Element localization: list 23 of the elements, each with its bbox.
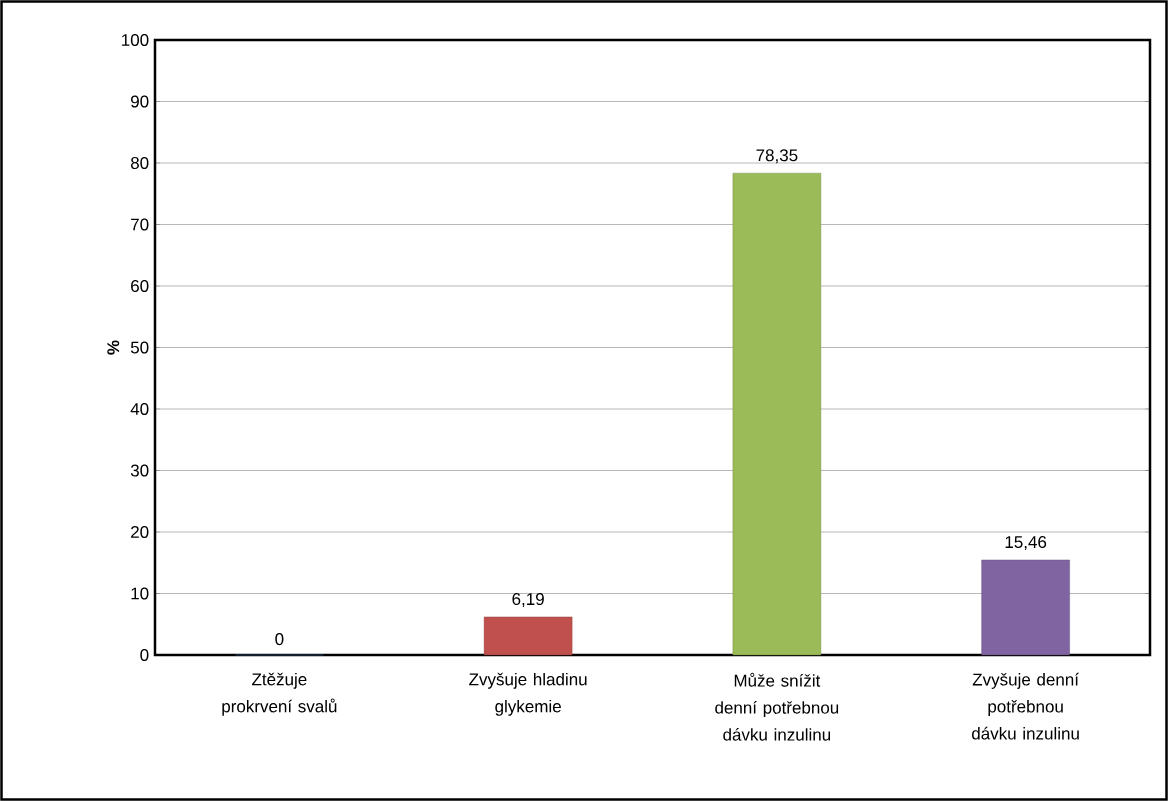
y-tick-label: 80 — [130, 156, 149, 170]
bar — [732, 172, 822, 656]
bar — [483, 616, 573, 656]
x-tick-label: Může snížit denní potřebnou dávku inzulinu — [715, 672, 839, 741]
y-tick-label: 10 — [131, 587, 149, 600]
y-tick-label: 30 — [130, 464, 149, 477]
y-tick-label: 90 — [131, 95, 149, 108]
bar — [981, 559, 1070, 656]
x-tick-label: Zvyšuje denní potřebnou dávku inzulinu — [972, 672, 1079, 740]
data-label: 6,19 — [512, 593, 544, 608]
data-label: 15,46 — [1005, 536, 1047, 551]
x-tick-label: Ztěžuje prokrvení svalů — [222, 672, 337, 716]
y-tick-label: 70 — [131, 218, 149, 231]
y-tick-label: 60 — [131, 279, 149, 293]
y-axis-title: % — [107, 340, 120, 355]
data-label: 78,35 — [756, 149, 798, 164]
data-label: 0 — [275, 633, 284, 646]
x-tick-label: Zvyšuje hladinu glykemie — [469, 672, 587, 716]
y-tick-label: 0 — [140, 648, 149, 662]
y-tick-label: 40 — [130, 402, 149, 416]
y-tick-label: 50 — [130, 341, 149, 354]
y-tick-label: 20 — [131, 525, 149, 539]
y-tick-label: 100 — [122, 33, 149, 47]
